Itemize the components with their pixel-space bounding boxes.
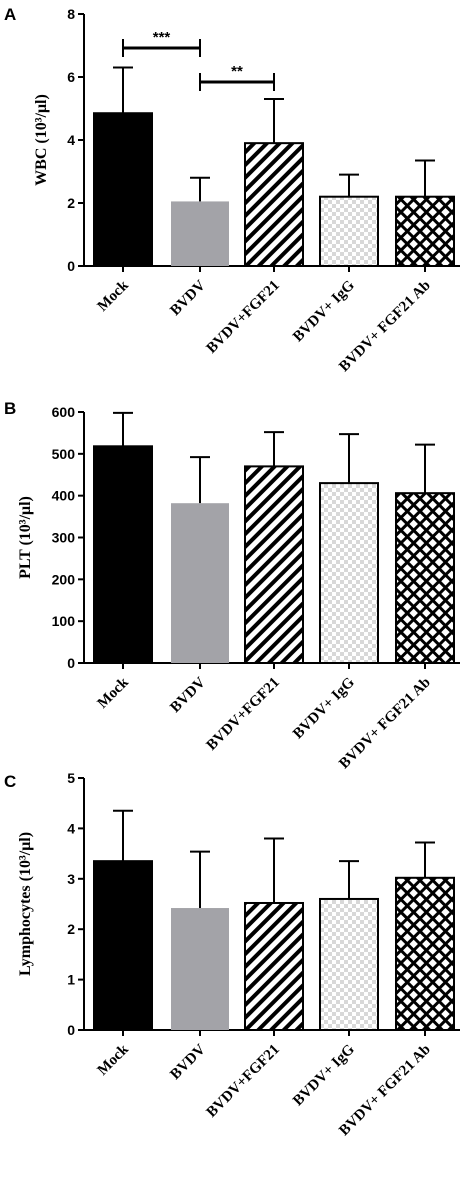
bar xyxy=(395,195,455,267)
y-tick-label: 4 xyxy=(67,132,75,148)
bar xyxy=(319,897,379,1032)
x-tick-label: BVDV+ IgG xyxy=(290,277,358,345)
y-tick-label: 400 xyxy=(52,488,76,504)
significance-label: *** xyxy=(153,29,171,46)
x-tick-label: BVDV xyxy=(167,1041,208,1082)
bar xyxy=(171,503,229,663)
x-tick-label: BVDV xyxy=(167,277,208,318)
bar xyxy=(244,465,304,664)
chart-panel-b: B PLT (10³/μl) 0 100 200 300 400 500 600 Mock BVDV… xyxy=(4,399,460,772)
bar xyxy=(171,201,229,266)
bar xyxy=(244,901,304,1032)
y-tick-label: 2 xyxy=(67,195,75,211)
y-tick-label: 0 xyxy=(67,1022,75,1038)
y-tick-label: 100 xyxy=(52,613,76,629)
bar xyxy=(319,195,379,267)
y-tick-label: 500 xyxy=(52,446,76,462)
x-tick-label: Mock xyxy=(95,1041,133,1079)
bar xyxy=(395,492,455,665)
x-tick-label: BVDV+ IgG xyxy=(290,674,358,742)
y-tick-label: 8 xyxy=(67,6,75,22)
x-tick-label: Mock xyxy=(95,277,133,315)
bar xyxy=(395,876,455,1031)
x-tick-label: Mock xyxy=(95,674,133,712)
y-axis-label: Lymphocytes (10³/μl) xyxy=(17,832,34,976)
y-tick-label: 0 xyxy=(67,258,75,274)
panel-letter: A xyxy=(4,5,16,24)
y-tick-label: 5 xyxy=(67,770,75,786)
bar xyxy=(171,908,229,1030)
y-tick-label: 3 xyxy=(67,871,75,887)
y-tick-label: 600 xyxy=(52,404,76,420)
y-tick-label: 200 xyxy=(52,571,76,587)
bar xyxy=(244,142,304,267)
x-tick-label: BVDV+FGF21 xyxy=(204,278,283,357)
y-tick-label: 2 xyxy=(67,921,75,937)
y-tick-label: 4 xyxy=(67,820,75,836)
x-tick-label: BVDV xyxy=(167,674,208,715)
y-tick-label: 6 xyxy=(67,69,75,85)
bar xyxy=(93,445,153,665)
bar xyxy=(319,482,379,664)
bar xyxy=(93,860,153,1031)
x-tick-label: BVDV+FGF21 xyxy=(204,1042,283,1121)
y-axis-label: PLT (10³/μl) xyxy=(17,496,34,579)
bar xyxy=(93,112,153,267)
x-tick-label: BVDV+FGF21 xyxy=(204,675,283,754)
panel-letter: C xyxy=(4,772,16,791)
y-axis-label: WBC (10³/μl) xyxy=(33,94,50,186)
x-tick-label: BVDV+ IgG xyxy=(290,1041,358,1109)
panel-letter: B xyxy=(4,399,16,418)
y-tick-label: 0 xyxy=(67,655,75,671)
significance-label: ** xyxy=(231,63,243,80)
y-tick-label: 300 xyxy=(52,530,76,546)
y-tick-label: 1 xyxy=(67,972,75,988)
